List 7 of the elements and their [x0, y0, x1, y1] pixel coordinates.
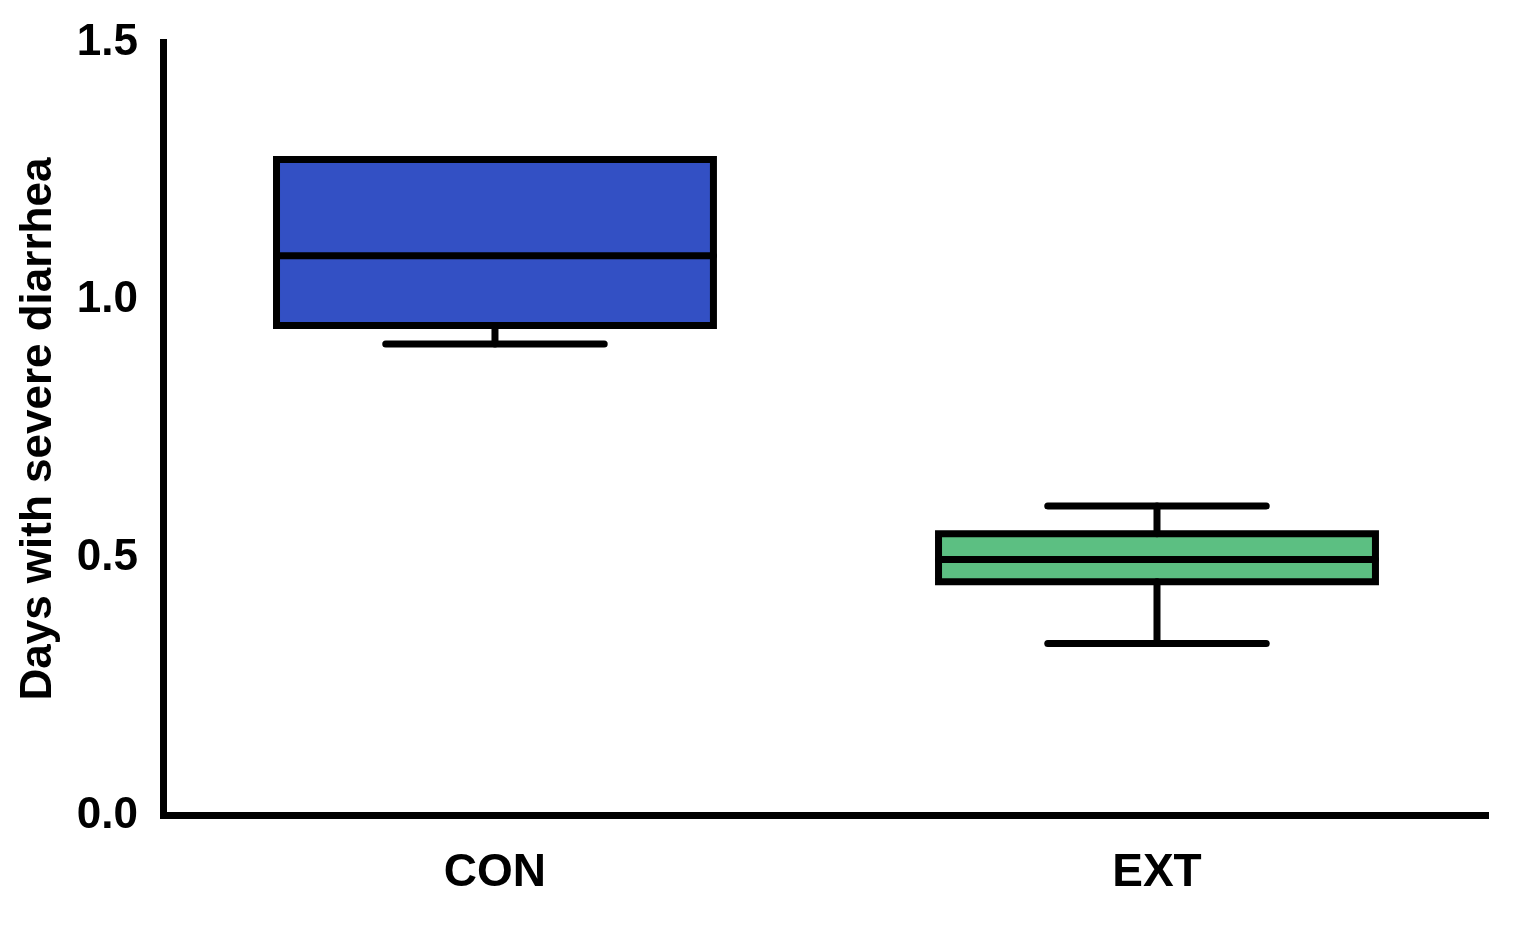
- y-tick-label: 1.0: [76, 272, 138, 322]
- x-tick-label: EXT: [1112, 844, 1202, 897]
- y-axis-title: Days with severe diarrhea: [10, 157, 60, 701]
- y-tick-label: 0.5: [76, 530, 138, 580]
- y-tick-label: 0.0: [76, 787, 138, 837]
- x-tick-label: CON: [443, 844, 547, 897]
- y-tick-label: 1.5: [76, 14, 138, 64]
